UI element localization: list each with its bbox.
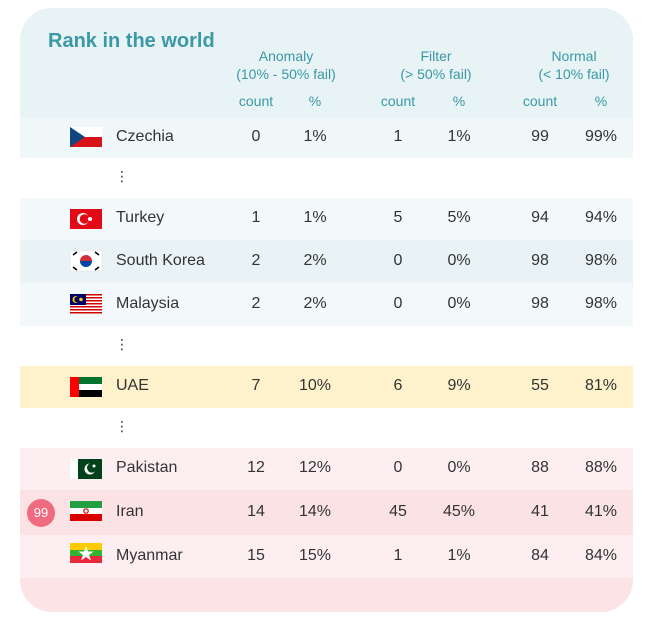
cell: 1% bbox=[447, 546, 471, 564]
cell: 1% bbox=[447, 128, 471, 145]
country-name: Myanmar bbox=[116, 546, 183, 564]
table-row: Turkey 1 1% 5 5% 94 94% bbox=[20, 198, 633, 240]
group-note: (> 50% fail) bbox=[400, 66, 472, 82]
group-note: (10% - 50% fail) bbox=[236, 66, 336, 82]
cell: 41% bbox=[584, 502, 618, 520]
country-name: Czechia bbox=[116, 128, 174, 145]
cell: 2 bbox=[251, 294, 261, 312]
group-note: (< 10% fail) bbox=[538, 66, 610, 82]
country-name: South Korea bbox=[116, 251, 205, 269]
cell: 98% bbox=[584, 251, 618, 269]
cell: 14 bbox=[247, 502, 265, 520]
cell: 45% bbox=[442, 502, 476, 520]
col-pct: % bbox=[308, 93, 322, 109]
table-row: Iran 14 14% 45 45% 41 41% bbox=[20, 490, 633, 535]
cell: 84 bbox=[531, 546, 549, 564]
group-name: Anomaly bbox=[258, 48, 314, 64]
cell: 0% bbox=[447, 251, 471, 269]
cell: 1% bbox=[303, 128, 327, 145]
cell: 0 bbox=[251, 128, 261, 145]
cell: 94% bbox=[584, 209, 618, 226]
card: Rank in the world Anomaly (10% - 50% fail… bbox=[20, 8, 633, 612]
cell: 2% bbox=[303, 251, 327, 269]
country-name: Pakistan bbox=[116, 459, 178, 476]
table-row: ⋮ bbox=[20, 408, 633, 448]
country-name: Malaysia bbox=[116, 294, 180, 312]
rank-badge: 99 bbox=[27, 498, 55, 527]
cell: 98 bbox=[531, 251, 549, 269]
cell: 1% bbox=[303, 209, 327, 226]
cell: 98% bbox=[584, 294, 618, 312]
cell: 12% bbox=[298, 459, 332, 476]
table-row: ⋮ bbox=[20, 326, 633, 366]
cell: 2 bbox=[251, 251, 261, 269]
cell: 99 bbox=[531, 128, 549, 145]
cell: 84% bbox=[584, 546, 618, 564]
cell: 6 bbox=[393, 377, 403, 394]
cell: 10% bbox=[298, 377, 332, 394]
header-bg bbox=[20, 8, 633, 118]
cell: 0% bbox=[447, 294, 471, 312]
cell: 88% bbox=[584, 459, 618, 476]
cell: 15% bbox=[298, 546, 332, 564]
table-row: Myanmar 15 15% 1 1% 84 84% bbox=[20, 535, 633, 578]
col-count: count bbox=[238, 93, 274, 109]
country-name: Iran bbox=[116, 502, 144, 520]
cell: 55 bbox=[531, 377, 549, 394]
col-count: count bbox=[380, 93, 416, 109]
cell: 9% bbox=[447, 377, 471, 394]
ellipsis: ⋮ bbox=[115, 418, 129, 434]
group-name: Filter bbox=[420, 48, 452, 64]
ellipsis: ⋮ bbox=[115, 336, 129, 352]
cell: 14% bbox=[298, 502, 332, 520]
table-row: ⋮ bbox=[20, 158, 633, 198]
cell: 7 bbox=[251, 377, 261, 394]
cell: 2% bbox=[303, 294, 327, 312]
cell: 0 bbox=[393, 251, 403, 269]
cell: 1 bbox=[393, 128, 403, 145]
cell: 88 bbox=[531, 459, 549, 476]
cell: 94 bbox=[531, 209, 549, 226]
cell: 81% bbox=[584, 377, 618, 394]
footer-band bbox=[20, 578, 633, 612]
cell: 98 bbox=[531, 294, 549, 312]
cell: 41 bbox=[531, 502, 549, 520]
col-count: count bbox=[522, 93, 558, 109]
table-row: UAE 7 10% 6 9% 55 81% bbox=[20, 366, 633, 408]
col-pct: % bbox=[594, 93, 608, 109]
cell: 99% bbox=[584, 128, 618, 145]
cell: 15 bbox=[247, 546, 265, 564]
title: Rank in the world bbox=[48, 30, 215, 52]
cell: 45 bbox=[389, 502, 407, 520]
table-row: South Korea 2 2% 0 0% 98 98% bbox=[20, 240, 633, 283]
ellipsis: ⋮ bbox=[115, 168, 129, 184]
cell: 1 bbox=[393, 546, 403, 564]
col-pct: % bbox=[452, 93, 466, 109]
cell: 5% bbox=[447, 209, 471, 226]
table-row: Czechia 0 1% 1 1% 99 99% bbox=[20, 118, 633, 158]
cell: 5 bbox=[393, 209, 403, 226]
cell: 0 bbox=[393, 459, 403, 476]
cell: 12 bbox=[247, 459, 265, 476]
country-name: UAE bbox=[116, 377, 149, 394]
table-row: Pakistan 12 12% 0 0% 88 88% bbox=[20, 448, 633, 490]
table-row: Malaysia 2 2% 0 0% 98 98% bbox=[20, 283, 633, 326]
group-name: Normal bbox=[551, 48, 597, 64]
cell: 0 bbox=[393, 294, 403, 312]
cell: 0% bbox=[447, 459, 471, 476]
country-name: Turkey bbox=[116, 209, 165, 226]
cell: 1 bbox=[251, 209, 261, 226]
